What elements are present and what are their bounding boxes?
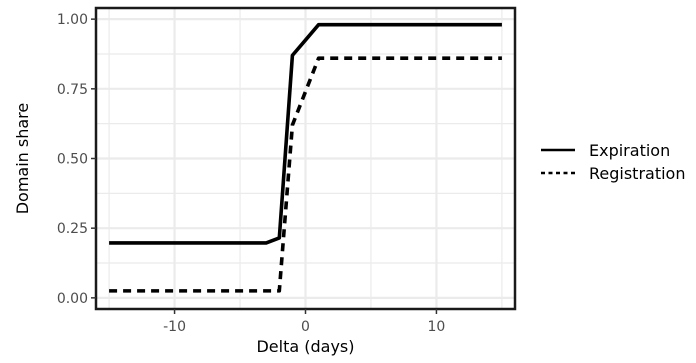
axes: -10 0 10 0.00 0.25 0.50 0.75 1.00 (57, 12, 446, 335)
x-tick-label-0: -10 (163, 319, 186, 335)
y-tick-label-4: 1.00 (57, 12, 88, 28)
legend: Expiration Registration (541, 141, 685, 183)
legend-label-expiration: Expiration (589, 141, 670, 160)
y-tick-label-1: 0.25 (57, 221, 88, 237)
y-tick-label-0: 0.00 (57, 291, 88, 307)
legend-label-registration: Registration (589, 164, 685, 183)
x-tick-label-2: 10 (428, 319, 446, 335)
y-tick-label-2: 0.50 (57, 152, 88, 168)
y-axis-title: Domain share (13, 103, 32, 215)
series-line-expiration (109, 22, 502, 245)
y-tick-label-3: 0.75 (57, 82, 88, 98)
x-axis-title: Delta (days) (256, 337, 354, 356)
grid (96, 8, 515, 309)
series-layer (109, 22, 502, 293)
x-tick-label-1: 0 (301, 319, 310, 335)
